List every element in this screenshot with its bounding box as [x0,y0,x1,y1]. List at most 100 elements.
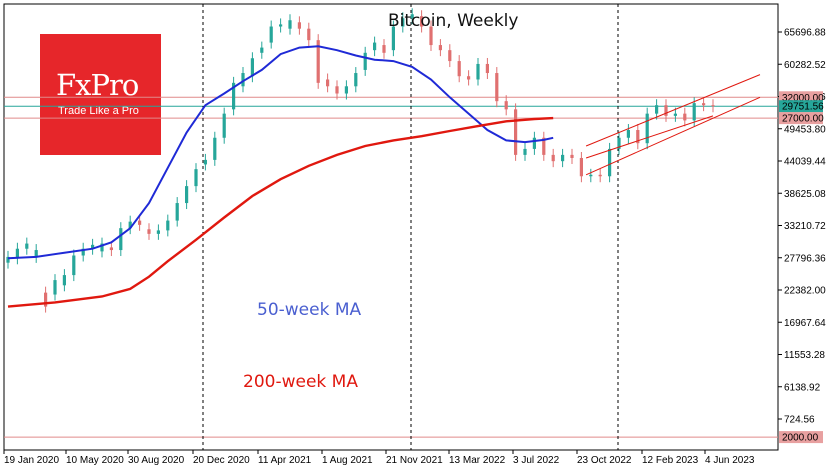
channel-upper-line [585,74,761,147]
candle-body [420,16,424,27]
reference-lines [4,4,778,450]
candle-body [288,20,292,29]
x-tick-label: 19 Jan 2020 [4,455,59,466]
x-axis: 19 Jan 2020 10 May 2020 30 Aug 2020 20 Dec … [3,450,755,466]
candle-body [514,109,518,155]
y-tick-label: 22382.00 [784,286,826,297]
candle-body [307,28,311,41]
y-tick-label: 44039.44 [784,157,826,168]
candle-body [335,86,339,94]
candle-body [467,76,471,80]
y-axis: 65696.8860282.5254868.1649453.8044039.44… [778,28,826,426]
candle-body [589,174,593,177]
candle-body [185,186,189,204]
candle-body [128,221,132,229]
price-badge-label: 29751.56 [782,102,824,113]
y-tick-label: 11553.28 [784,350,825,361]
candle-body [683,113,687,121]
x-tick-label: 13 Mar 2022 [449,455,506,466]
candle-body [542,137,546,155]
y-tick-label: 38625.08 [784,189,826,200]
y-tick-label: 49453.80 [784,124,826,135]
candle-body [401,18,405,27]
ma50-annotation: 50-week MA [257,300,362,320]
candle-body [166,220,170,231]
logo-wordmark: FxPro [56,68,139,102]
candle-body [485,63,489,74]
candle-body [34,250,38,257]
candle-body [119,228,123,251]
candle-body [213,137,217,160]
x-tick-label: 1 Aug 2021 [322,455,373,466]
y-tick-label: 60282.52 [784,60,826,71]
candle-body [15,248,19,259]
candle-body [326,79,330,87]
y-tick-label: 27796.36 [784,253,826,264]
fxpro-logo: FxPro Trade Like a Pro [40,34,161,155]
candle-body [711,105,715,107]
candle-body [72,255,76,276]
y-tick-label: 16967.64 [784,318,826,329]
candle-body [523,148,527,155]
candle-body [504,101,508,110]
candle-body [316,40,320,83]
x-tick-label: 4 Jun 2023 [705,455,755,466]
y-tick-label: 33210.72 [784,221,826,232]
candle-body [448,50,452,62]
candle-body [363,52,367,70]
x-tick-label: 12 Feb 2023 [642,455,699,466]
candle-body [617,137,621,149]
candle-body [241,73,245,87]
candle-body [232,82,236,110]
candle-body [100,243,104,252]
candle-body [250,58,254,77]
candle-body [579,157,583,177]
candle-body [222,113,226,138]
candle-body [636,130,640,144]
logo-tagline: Trade Like a Pro [58,105,139,117]
candle-body [457,61,461,77]
chart-title: Bitcoin, Weekly [388,11,518,31]
candle-body [495,73,499,102]
candle-body [391,26,395,51]
candle-body [429,26,433,46]
candle-body [147,229,151,234]
channel-lower-line [585,96,761,176]
candles [6,8,715,313]
x-tick-label: 23 Oct 2022 [577,455,632,466]
candle-body [655,105,659,114]
candle-body [438,45,442,51]
x-tick-label: 20 Dec 2020 [193,455,250,466]
candle-body [382,45,386,53]
plot-frame [3,3,779,451]
price-badge [779,100,823,113]
x-tick-label: 11 Apr 2021 [258,455,312,466]
candle-body [626,130,630,138]
candle-body [532,137,536,149]
price-badge [779,112,823,125]
candle-body [354,73,358,87]
candle-body [476,63,480,80]
candle-body [62,275,66,286]
candle-body [297,22,301,29]
candle-body [269,26,273,43]
candle-body [373,42,377,51]
candle-body [6,256,10,263]
y-tick-label: 724.56 [784,415,815,426]
candle-body [570,154,574,158]
candle-body [109,247,113,251]
candle-body [156,230,160,234]
candle-body [692,103,696,121]
channel-mid-line [585,115,714,159]
x-tick-label: 10 May 2020 [66,455,124,466]
candle-body [702,103,706,106]
ma-lines [7,45,761,308]
candle-body [138,220,142,225]
candle-body [175,203,179,221]
candle-body [551,154,555,162]
candle-body [673,113,677,116]
candle-body [664,105,668,116]
candle-body [279,24,283,27]
